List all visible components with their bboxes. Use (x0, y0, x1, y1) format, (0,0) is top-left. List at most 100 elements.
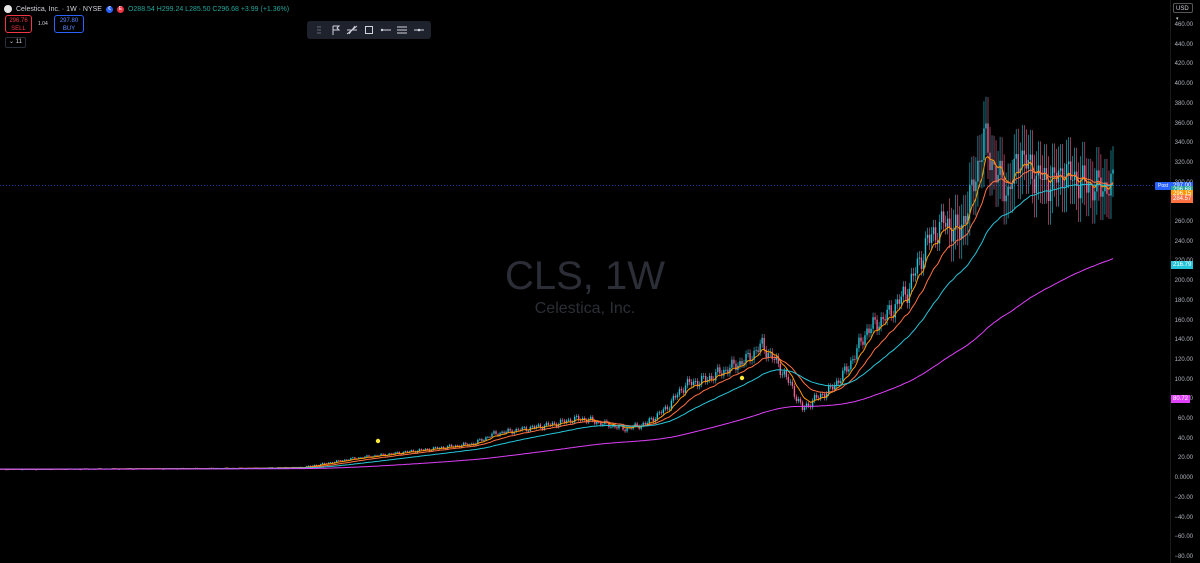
candle-body (325, 463, 328, 465)
sell-button[interactable]: 296.76 SELL (5, 15, 32, 33)
candle-body (350, 458, 352, 460)
fib-levels-icon[interactable] (395, 24, 409, 36)
candle-body (358, 457, 360, 459)
candle-body (1112, 169, 1114, 174)
horizontal-line-icon[interactable] (412, 24, 426, 36)
candle-body (916, 258, 919, 274)
pitchfork-icon[interactable] (345, 24, 359, 36)
chart-header: Celestica, Inc. · 1W · NYSE € E O288.54 … (4, 3, 289, 15)
candle-body (898, 299, 900, 304)
candle-body (813, 395, 816, 401)
candle-body (852, 358, 854, 361)
sma-long-line (0, 258, 1114, 470)
candle-body (680, 389, 683, 391)
candle-body (323, 462, 326, 464)
candle-body (364, 456, 366, 458)
candle-body (1017, 154, 1019, 174)
candle-body (934, 227, 937, 241)
buy-button[interactable]: 297.80 BUY (54, 15, 84, 33)
symbol-title[interactable]: Celestica, Inc. · 1W · NYSE (16, 5, 102, 13)
candle-body (749, 352, 751, 361)
candle-body (436, 447, 439, 449)
candle-body (858, 337, 860, 349)
candle-body (561, 419, 564, 421)
candle-body (440, 446, 443, 448)
candle-body (866, 328, 868, 336)
candle-body (842, 370, 844, 382)
candle-body (434, 447, 437, 449)
candle-body (938, 221, 941, 244)
candle-body (1035, 175, 1038, 194)
horizontal-ray-icon[interactable] (379, 24, 393, 36)
candle-body (471, 443, 473, 445)
ohlc-values: O288.54 H299.24 L285.50 C296.68 +3.99 (+… (127, 5, 290, 13)
candle-body (755, 350, 757, 351)
candle-body (1102, 191, 1104, 197)
sell-label: SELL (11, 26, 26, 32)
candle-body (567, 419, 570, 421)
candle-body (723, 370, 725, 376)
candle-body (1098, 170, 1100, 178)
candle-body (374, 455, 376, 457)
candle-body (880, 317, 882, 327)
candle-body (759, 343, 761, 352)
candle-body (807, 403, 810, 406)
candle-body (783, 371, 786, 375)
candle-body (823, 394, 826, 398)
candle-body (902, 286, 905, 297)
candle-body (352, 457, 354, 459)
candle-body (307, 465, 310, 467)
price-label: 80.72 (1171, 394, 1191, 403)
candle-body (319, 464, 322, 466)
candle-body (747, 352, 749, 355)
candle-body (948, 218, 951, 228)
buy-price: 297.80 (59, 18, 79, 24)
candle-body (733, 359, 735, 364)
candle-body (803, 407, 806, 411)
candle-body (21, 469, 23, 471)
candle-body (527, 430, 529, 432)
candle-body (505, 431, 507, 434)
rectangle-icon[interactable] (362, 24, 376, 36)
candle-body (696, 381, 699, 387)
candle-body (315, 464, 318, 466)
price-label: 296.68 (1171, 186, 1194, 195)
candle-body (825, 393, 828, 398)
candle-body (1092, 184, 1094, 201)
candle-body (1108, 193, 1110, 196)
candle-body (344, 459, 346, 461)
candle-body (785, 371, 788, 377)
candle-body (602, 424, 604, 426)
candle-body (313, 464, 316, 466)
candle-body (577, 416, 580, 420)
price-chart[interactable] (0, 0, 1170, 563)
candle-body (456, 445, 459, 447)
candle-body (684, 385, 687, 393)
drag-handle-icon[interactable] (312, 24, 326, 36)
candle-body (957, 214, 959, 226)
candle-body (473, 443, 475, 445)
candle-body (1078, 186, 1080, 199)
price-label: Post (1155, 181, 1171, 190)
y-tick-label: 440.00 (1174, 41, 1193, 48)
candle-body (432, 447, 435, 450)
candle-body (832, 386, 834, 390)
y-tick-label: 460.00 (1174, 22, 1193, 28)
candle-body (928, 234, 931, 243)
currency-selector[interactable]: USD ▾ (1173, 3, 1193, 22)
candle-body (1007, 186, 1009, 196)
candle-body (1088, 182, 1090, 193)
price-label: 216.79 (1171, 260, 1194, 269)
candle-body (362, 457, 364, 459)
candle-body (35, 469, 37, 471)
candle-body (894, 304, 896, 318)
candle-body (1069, 161, 1072, 181)
flag-icon[interactable] (329, 24, 343, 36)
candle-body (711, 375, 713, 380)
price-axis[interactable]: 460.00 440.00 420.00 400.00 380.00 360.00 340.… (1170, 0, 1200, 563)
candle-body (850, 360, 852, 370)
candle-body (654, 419, 657, 422)
candle-body (1059, 168, 1062, 171)
candle-body (388, 453, 390, 456)
indicators-toggle[interactable]: ⌄ 11 (5, 37, 26, 48)
